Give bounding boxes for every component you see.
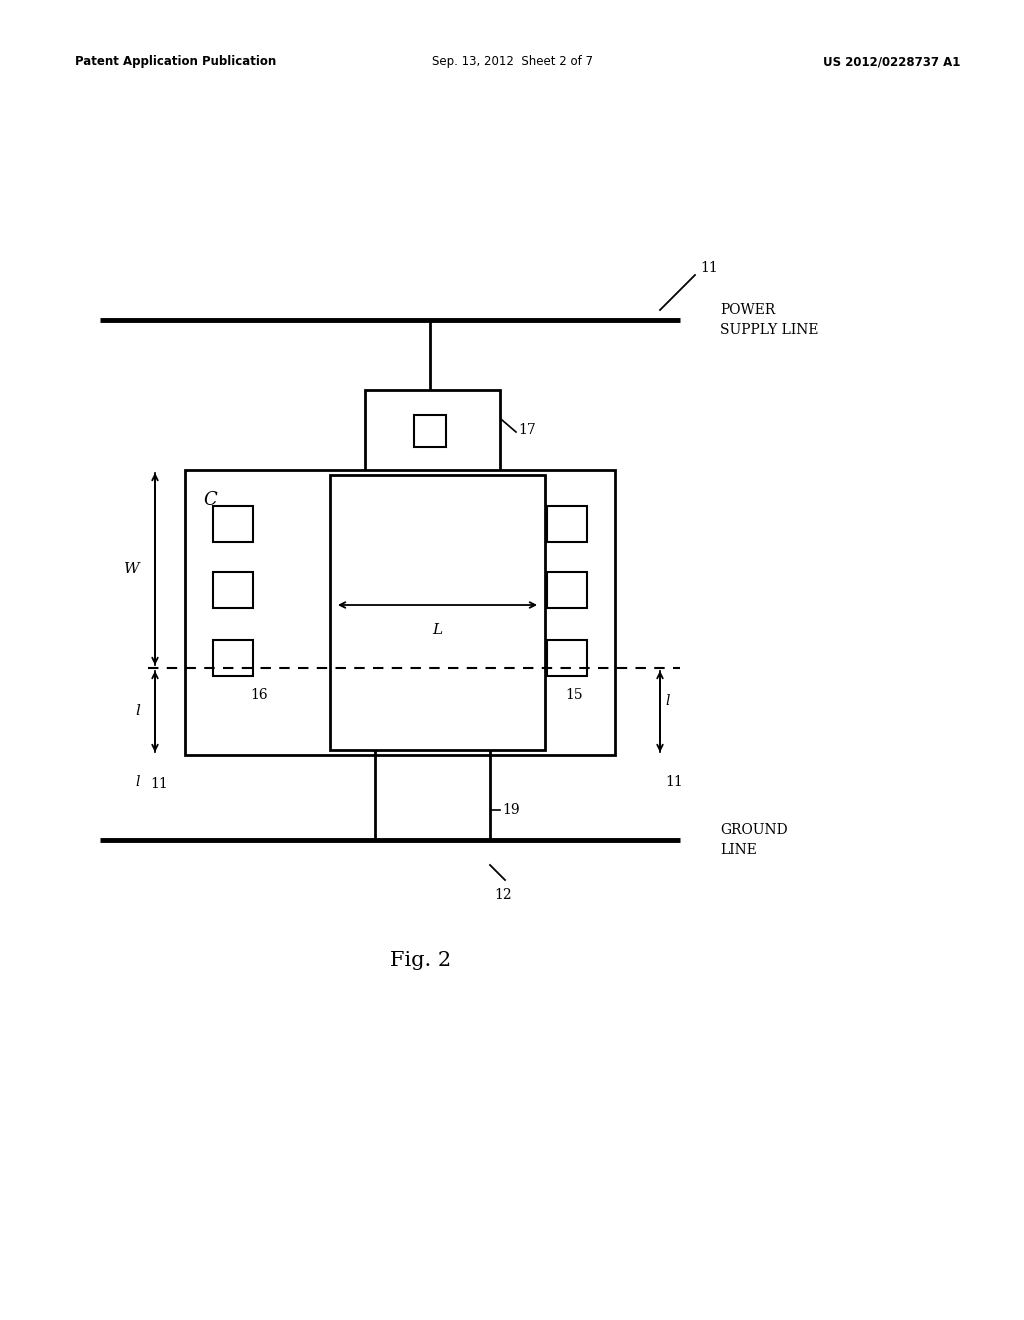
Bar: [365, 389, 500, 473]
Text: 15: 15: [565, 688, 583, 702]
Text: l: l: [135, 775, 140, 789]
Text: 19: 19: [502, 803, 519, 817]
Text: Patent Application Publication: Patent Application Publication: [75, 55, 276, 69]
Bar: [330, 475, 545, 750]
Text: US 2012/0228737 A1: US 2012/0228737 A1: [822, 55, 961, 69]
Text: 11: 11: [665, 775, 683, 789]
Bar: [213, 572, 253, 609]
Text: C: C: [203, 491, 217, 510]
Text: 12: 12: [495, 888, 512, 902]
Bar: [414, 414, 446, 447]
Text: 16: 16: [250, 688, 267, 702]
Text: l: l: [665, 694, 670, 708]
Text: 11: 11: [700, 261, 718, 275]
Text: GROUND
LINE: GROUND LINE: [720, 824, 787, 857]
Bar: [547, 506, 587, 543]
Text: POWER
SUPPLY LINE: POWER SUPPLY LINE: [720, 304, 818, 337]
Text: Fig. 2: Fig. 2: [390, 950, 452, 969]
Text: 17: 17: [518, 422, 536, 437]
Bar: [213, 640, 253, 676]
Bar: [547, 572, 587, 609]
Text: W: W: [124, 562, 140, 576]
Text: Sep. 13, 2012  Sheet 2 of 7: Sep. 13, 2012 Sheet 2 of 7: [431, 55, 593, 69]
Text: 11: 11: [150, 777, 168, 791]
Bar: [547, 640, 587, 676]
Bar: [213, 506, 253, 543]
Text: l: l: [135, 704, 140, 718]
Bar: [185, 470, 615, 755]
Text: L: L: [432, 623, 442, 638]
